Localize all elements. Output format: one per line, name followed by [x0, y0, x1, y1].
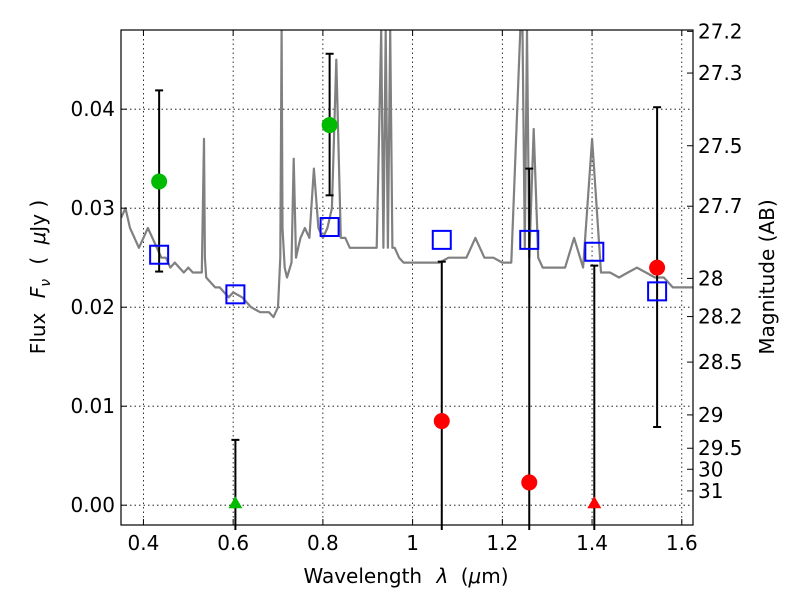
mag-tick-label: 31 — [698, 479, 723, 503]
mag-tick-label: 28.5 — [698, 350, 743, 374]
x-axis-label-unit-mu: μ — [468, 564, 482, 588]
y-tick-label: 0.03 — [70, 196, 115, 220]
x-tick-label: 0.4 — [128, 531, 160, 555]
x-tick-label: 1.4 — [576, 531, 608, 555]
y-axis-label: Flux Fν ( μJy ) — [26, 200, 55, 354]
mag-tick-label: 28.2 — [698, 305, 743, 329]
plot-background — [121, 30, 693, 525]
model-photometry-square — [519, 229, 540, 250]
x-tick-label: 1 — [406, 531, 419, 555]
model-spectrum-line — [121, 30, 693, 319]
y-tick-label: 0.00 — [70, 493, 115, 517]
model-photometry-square — [149, 244, 170, 265]
plot-frame — [120, 29, 694, 526]
detection-circle — [433, 413, 450, 430]
mag-tick-label: 27.3 — [698, 61, 743, 85]
upper-limit-triangle — [587, 496, 602, 509]
detection-circle — [521, 474, 538, 491]
mag-tick-label: 29.5 — [698, 436, 743, 460]
y-axis-label-symbol: F — [26, 286, 50, 298]
model-photometry-square — [319, 217, 340, 238]
x-tick-label: 0.6 — [217, 531, 249, 555]
x-axis-label-unit-open: ( — [461, 564, 469, 588]
y2-axis-label: Magnitude (AB) — [755, 199, 779, 354]
detection-circle — [321, 117, 338, 134]
y-axis-label-unit-open: ( — [26, 257, 50, 265]
y-tick-label: 0.01 — [70, 394, 115, 418]
x-axis-label: Wavelength λ (μm) — [303, 564, 508, 588]
x-axis-label-unit-rest: m) — [481, 564, 508, 588]
mag-tick-label: 28 — [698, 266, 723, 290]
y-axis-label-unit-rest: Jy ) — [26, 200, 50, 234]
mag-tick-label: 27.2 — [698, 19, 743, 43]
model-photometry-square — [225, 284, 246, 305]
grid-lines — [121, 30, 693, 525]
y-axis-label-unit-mu: μ — [26, 232, 50, 246]
mag-tick-label: 27.5 — [698, 134, 743, 158]
y-axis-label-subscript: ν — [38, 279, 54, 287]
y-tick-label: 0.04 — [70, 97, 115, 121]
data-markers — [149, 117, 668, 509]
model-photometry-square — [647, 281, 668, 302]
x-axis-label-symbol: λ — [435, 564, 448, 588]
detection-circle — [151, 173, 168, 190]
model-photometry-square — [584, 241, 605, 262]
mag-tick-label: 27.7 — [698, 194, 743, 218]
x-tick-label: 1.2 — [486, 531, 518, 555]
mag-tick-label: 30 — [698, 457, 723, 481]
mag-tick-label: 29 — [698, 403, 723, 427]
y-tick-label: 0.02 — [70, 295, 115, 319]
x-axis-label-text: Wavelength — [303, 564, 422, 588]
x-tick-label: 0.8 — [307, 531, 339, 555]
model-photometry-square — [431, 229, 452, 250]
axis-ticks: 0.4 0.6 0.8 1 1.2 1.4 1.6 0.00 0.01 0.02 0.03 0.04 2… — [70, 19, 742, 555]
detection-circle — [649, 259, 666, 276]
y-axis-label-text: Flux — [26, 312, 50, 354]
upper-limit-triangle — [228, 496, 243, 509]
x-tick-label: 1.6 — [666, 531, 698, 555]
